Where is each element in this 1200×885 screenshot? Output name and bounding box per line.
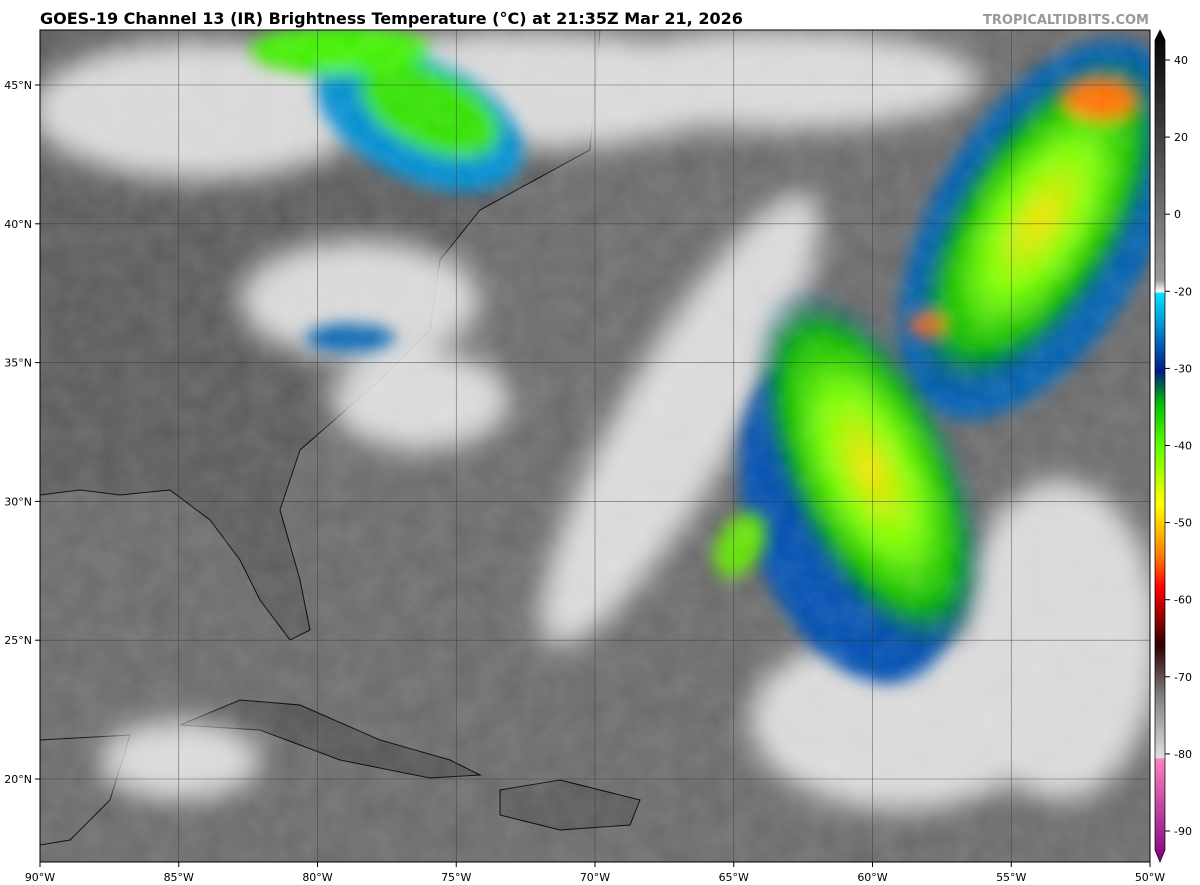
colorbar-tick-label: 0 [1174, 208, 1181, 221]
lat-tick-label: 40°N [4, 218, 32, 231]
lon-tick-label: 90°W [25, 871, 55, 884]
lon-tick-label: 65°W [719, 871, 749, 884]
watermark: TROPICALTIDBITS.COM [983, 13, 1149, 28]
colorbar-tick-label: -40 [1174, 440, 1192, 453]
lat-tick-label: 45°N [4, 79, 32, 92]
lon-tick-label: 60°W [857, 871, 887, 884]
colorbar-tick-label: -90 [1174, 825, 1192, 838]
colorbar-tick-label: -60 [1174, 594, 1192, 607]
satellite-image [40, 30, 1150, 862]
lon-tick-label: 70°W [580, 871, 610, 884]
lat-tick-label: 20°N [4, 773, 32, 786]
colorbar-tick-label: -50 [1174, 517, 1192, 530]
colorbar-tick-label: -70 [1174, 671, 1192, 684]
colorbar-tick-label: -80 [1174, 748, 1192, 761]
lon-tick-label: 85°W [164, 871, 194, 884]
lat-tick-label: 25°N [4, 634, 32, 647]
lon-tick-label: 80°W [302, 871, 332, 884]
lon-tick-label: 75°W [441, 871, 471, 884]
colorbar [1154, 29, 1166, 863]
colorbar-tick-label: 20 [1174, 131, 1188, 144]
axis-labels: 45°N 40°N 35°N 30°N 25°N 20°N 90°W 85°W 80°W 75°W… [4, 79, 1165, 884]
colorbar-tick-label: -20 [1174, 285, 1192, 298]
colorbar-tick-label: -30 [1174, 362, 1192, 375]
lat-tick-label: 35°N [4, 357, 32, 370]
colorbar-tick-label: 40 [1174, 54, 1188, 67]
lon-tick-label: 55°W [996, 871, 1026, 884]
lat-tick-label: 30°N [4, 495, 32, 508]
colorbar-ticks: 40 20 0 -20 -30 -40 -50 -60 -70 -80 -90 [1165, 54, 1192, 838]
graticule [40, 30, 1150, 862]
title: GOES-19 Channel 13 (IR) Brightness Tempe… [40, 9, 743, 28]
lon-tick-label: 50°W [1135, 871, 1165, 884]
